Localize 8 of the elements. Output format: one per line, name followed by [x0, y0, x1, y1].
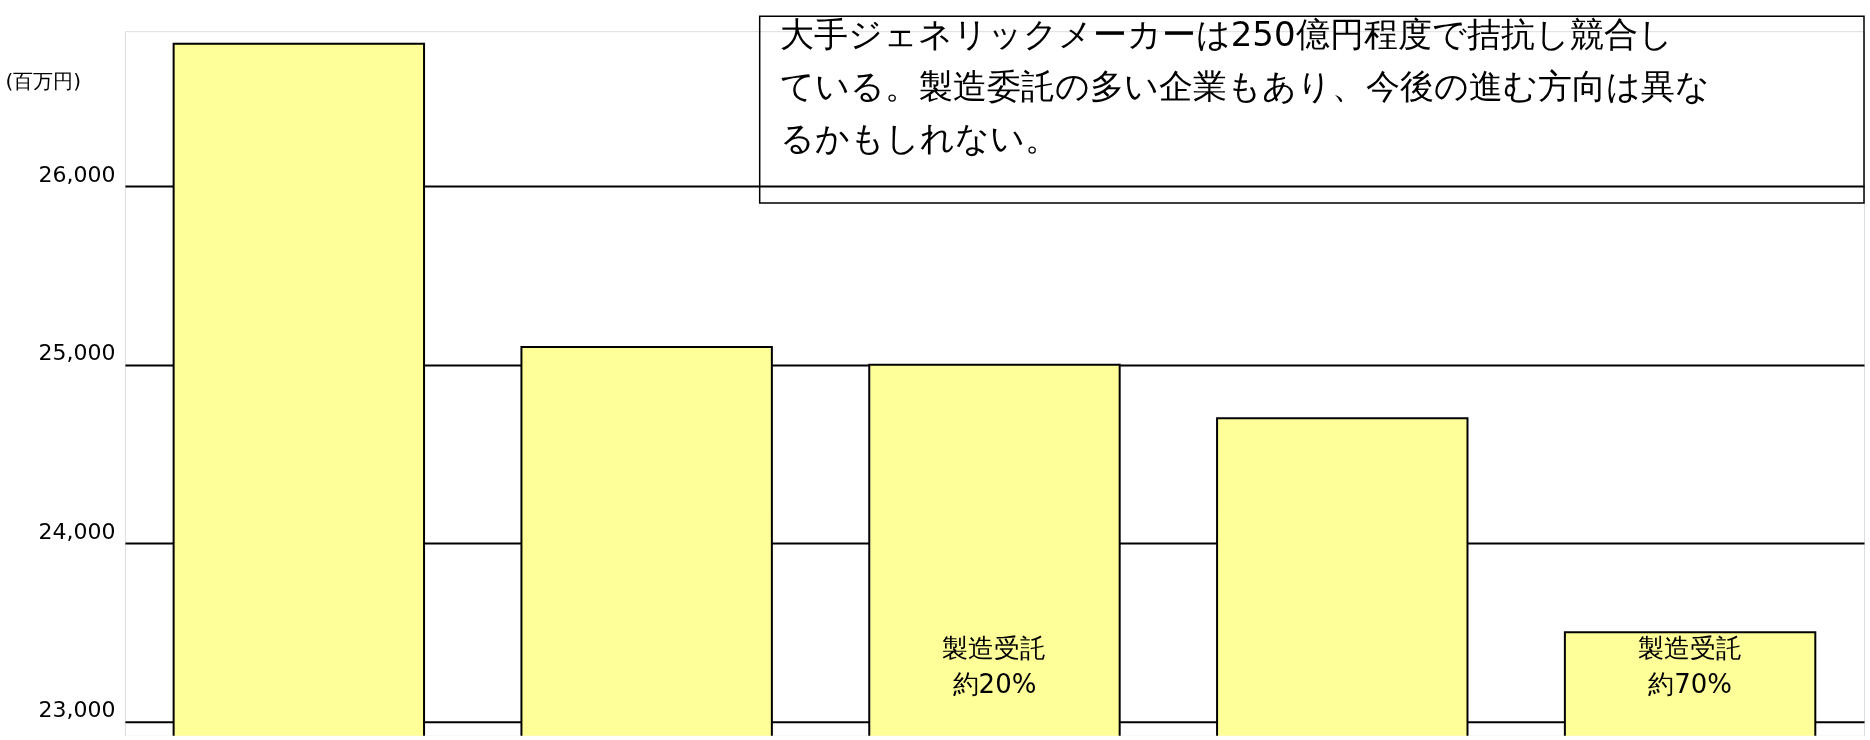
y-tick-label: 24,000: [38, 518, 116, 544]
y-tick-label: 25,000: [38, 340, 116, 366]
data-label: 製造受託約20%: [942, 632, 1047, 699]
y-tick-label: 23,000: [38, 697, 116, 723]
annotation: 大手ジェネリックメーカーは250億円程度で拮抗し競合している。製造委託の多い企業もあり、今後の進む方向は異なるかもしれない。: [779, 14, 1710, 159]
y-axis-title: (百万円): [5, 68, 82, 93]
data-label: 製造受託約70%: [1638, 632, 1743, 699]
y-tick-label: 26,000: [38, 161, 116, 187]
